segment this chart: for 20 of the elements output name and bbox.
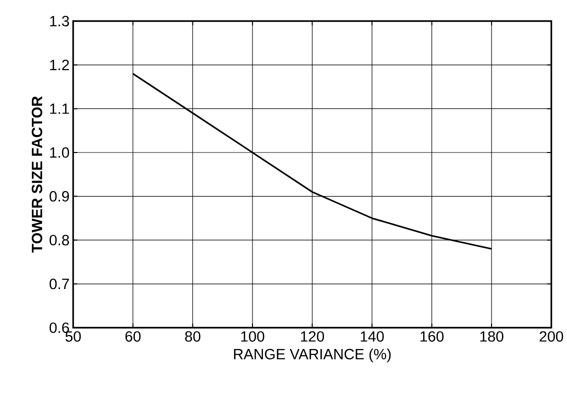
x-tick-label: 60 — [125, 331, 141, 342]
x-tick-label: 160 — [420, 331, 444, 342]
x-tick-label: 50 — [65, 331, 81, 342]
x-tick-label: 80 — [185, 331, 200, 342]
x-tick-label: 120 — [301, 331, 324, 342]
y-tick-label: 1.2 — [50, 60, 69, 70]
x-axis-title: RANGE VARIANCE (%) — [234, 348, 391, 362]
x-tick-label: 100 — [241, 331, 264, 342]
y-tick-label: 0.9 — [50, 191, 69, 202]
y-tick-label: 0.8 — [50, 234, 69, 246]
y-tick-label: 1.1 — [50, 104, 69, 114]
y-axis-title: TOWER SIZE FACTOR — [32, 96, 42, 253]
y-tick-label: 1.0 — [50, 147, 70, 158]
y-tick-label: 0.6 — [50, 322, 69, 334]
y-tick-label: 1.3 — [50, 16, 69, 26]
y-tick-label: 0.7 — [50, 278, 69, 290]
line-series — [132, 72, 492, 250]
x-tick-label: 180 — [480, 331, 504, 342]
x-tick-label: 200 — [540, 331, 564, 342]
x-tick-label: 140 — [360, 331, 384, 342]
